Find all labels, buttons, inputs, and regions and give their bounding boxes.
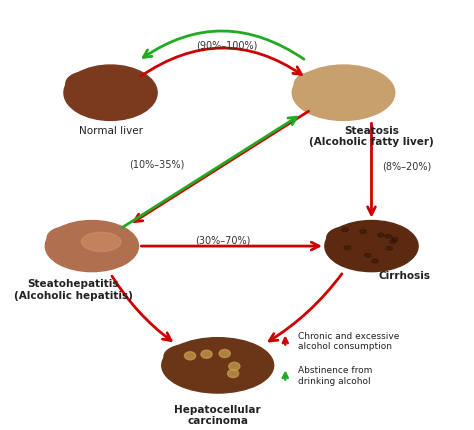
Text: (30%–70%): (30%–70%) [195,235,250,245]
Ellipse shape [325,221,418,272]
FancyArrowPatch shape [112,276,171,341]
FancyArrowPatch shape [368,124,375,215]
Ellipse shape [292,66,395,121]
Ellipse shape [228,370,239,378]
FancyArrowPatch shape [283,373,288,380]
Text: Normal liver: Normal liver [79,126,143,135]
Text: Steatohepatitis
(Alcoholic hepatitis): Steatohepatitis (Alcoholic hepatitis) [14,278,133,300]
Ellipse shape [219,350,230,358]
FancyArrowPatch shape [283,338,288,345]
Ellipse shape [392,238,398,242]
Ellipse shape [82,233,121,252]
Ellipse shape [162,338,273,393]
Ellipse shape [64,66,157,121]
Ellipse shape [344,246,350,250]
Text: (8%–20%): (8%–20%) [382,161,431,171]
Ellipse shape [360,230,366,234]
Text: Chronic and excessive
alcohol consumption: Chronic and excessive alcohol consumptio… [298,331,400,350]
Ellipse shape [215,359,252,377]
Ellipse shape [66,73,107,97]
Ellipse shape [47,227,88,249]
Ellipse shape [90,241,120,257]
Ellipse shape [109,87,139,105]
Text: (90%–100%): (90%–100%) [196,40,258,50]
Ellipse shape [201,350,212,359]
FancyArrowPatch shape [134,112,309,222]
FancyArrowPatch shape [269,274,342,341]
Ellipse shape [369,241,400,257]
Ellipse shape [385,235,392,239]
Text: Abstinence from
drinking alcohol: Abstinence from drinking alcohol [298,366,373,385]
Text: Hepatocellular
carcinoma: Hepatocellular carcinoma [174,404,261,425]
Ellipse shape [342,228,348,232]
Text: Steatosis
(Alcoholic fatty liver): Steatosis (Alcoholic fatty liver) [309,126,434,147]
Ellipse shape [184,352,196,360]
Ellipse shape [294,73,339,97]
FancyArrowPatch shape [143,32,304,60]
Ellipse shape [164,344,213,369]
FancyArrowPatch shape [122,118,297,228]
Ellipse shape [327,227,368,249]
Ellipse shape [46,221,138,272]
Text: (10%–35%): (10%–35%) [129,159,185,169]
Ellipse shape [229,362,240,371]
Ellipse shape [341,87,374,105]
FancyArrowPatch shape [141,49,301,77]
Ellipse shape [390,240,396,244]
Ellipse shape [365,254,371,258]
Ellipse shape [372,259,378,263]
Text: Cirrhosis: Cirrhosis [378,270,430,280]
FancyArrowPatch shape [141,243,319,250]
Ellipse shape [386,247,392,251]
Ellipse shape [378,233,384,237]
